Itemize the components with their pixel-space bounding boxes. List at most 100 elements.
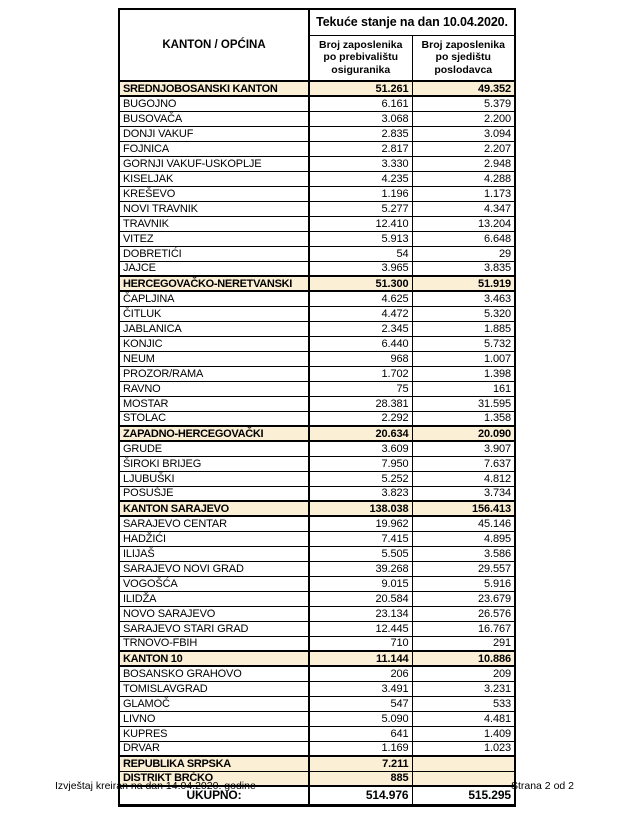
table-row: MOSTAR 28.381 31.595 — [118, 395, 517, 412]
cell-value-residence: 1.169 — [308, 740, 413, 757]
cell-name: KUPRES — [118, 725, 310, 742]
cell-value-employer — [411, 755, 517, 772]
cell-value-employer: 5.732 — [411, 335, 517, 352]
table-row: PROZOR/RAMA 1.702 1.398 — [118, 365, 517, 382]
header-kanton-opcina: KANTON / OPĆINA — [118, 8, 310, 82]
table-header: KANTON / OPĆINA Tekuće stanje na dan 10.… — [118, 8, 517, 82]
table-row: SARAJEVO NOVI GRAD 39.268 29.557 — [118, 560, 517, 577]
table-row-region: KANTON SARAJEVO 138.038 156.413 — [118, 500, 517, 517]
cell-value-employer: 23.679 — [411, 590, 517, 607]
cell-name: POSUŠJE — [118, 485, 310, 502]
table-row: NOVI TRAVNIK 5.277 4.347 — [118, 200, 517, 217]
cell-name: VITEZ — [118, 230, 310, 247]
cell-value-residence: 2.835 — [308, 125, 413, 142]
table-row: FOJNICA 2.817 2.207 — [118, 140, 517, 157]
cell-name: NOVI TRAVNIK — [118, 200, 310, 217]
table-row: ILIJAŠ 5.505 3.586 — [118, 545, 517, 562]
cell-value-residence: 12.410 — [308, 215, 413, 232]
cell-name: HERCEGOVAČKO-NERETVANSKI — [118, 275, 310, 292]
cell-value-employer: 7.637 — [411, 455, 517, 472]
table-row: NOVO SARAJEVO 23.134 26.576 — [118, 605, 517, 622]
table-row: KREŠEVO 1.196 1.173 — [118, 185, 517, 202]
cell-name: KISELJAK — [118, 170, 310, 187]
table-row: SARAJEVO CENTAR 19.962 45.146 — [118, 515, 517, 532]
cell-value-employer: 1.885 — [411, 320, 517, 337]
cell-name: BUSOVAČA — [118, 110, 310, 127]
cell-value-residence: 7.211 — [308, 755, 413, 772]
cell-value-residence: 1.702 — [308, 365, 413, 382]
header-row-subcolumns: Broj zaposlenika po prebivalištu osigura… — [119, 34, 517, 82]
table-row: TRAVNIK 12.410 13.204 — [118, 215, 517, 232]
cell-value-residence: 968 — [308, 350, 413, 367]
cell-value-residence: 5.913 — [308, 230, 413, 247]
table-row-region: REPUBLIKA SRPSKA 7.211 — [118, 755, 517, 772]
header-value-column-1-line3: osiguranika — [331, 63, 391, 76]
cell-name: ČAPLJINA — [118, 290, 310, 307]
table-body: SREDNJOBOSANSKI KANTON 51.261 49.352 BUGOJN… — [118, 80, 517, 807]
cell-name: RAVNO — [118, 380, 310, 397]
cell-value-residence: 4.472 — [308, 305, 413, 322]
cell-name: NOVO SARAJEVO — [118, 605, 310, 622]
cell-value-employer: 5.320 — [411, 305, 517, 322]
cell-name: ILIDŽA — [118, 590, 310, 607]
table-row-total: UKUPNO: 514.976 515.295 — [118, 785, 517, 807]
table-row-region: DISTRIKT BRČKO 885 — [118, 770, 517, 787]
cell-value-employer: 10.886 — [411, 650, 517, 667]
cell-name: ŠIROKI BRIJEG — [118, 455, 310, 472]
table-row: BUGOJNO 6.161 5.379 — [118, 95, 517, 112]
table-row-region: KANTON 10 11.144 10.886 — [118, 650, 517, 667]
cell-value-residence: 51.300 — [308, 275, 413, 292]
cell-value-residence: 11.144 — [308, 650, 413, 667]
header-period-title: Tekuće stanje na dan 10.04.2020. — [308, 8, 517, 36]
cell-value-residence: 3.491 — [308, 680, 413, 697]
table-row: JABLANICA 2.345 1.885 — [118, 320, 517, 337]
cell-value-residence: 19.962 — [308, 515, 413, 532]
cell-value-residence: 5.252 — [308, 470, 413, 487]
cell-value-employer: 1.173 — [411, 185, 517, 202]
cell-value-residence: 6.161 — [308, 95, 413, 112]
cell-value-residence: 20.634 — [308, 425, 413, 442]
cell-value-employer: 49.352 — [411, 80, 517, 97]
table-row: GORNJI VAKUF-USKOPLJE 3.330 2.948 — [118, 155, 517, 172]
table-row: STOLAC 2.292 1.358 — [118, 410, 517, 427]
cell-name: ILIJAŠ — [118, 545, 310, 562]
cell-name: FOJNICA — [118, 140, 310, 157]
cell-value-residence: 641 — [308, 725, 413, 742]
cell-name: LIVNO — [118, 710, 310, 727]
cell-value-employer: 4.895 — [411, 530, 517, 547]
cell-value-employer: 3.463 — [411, 290, 517, 307]
cell-name: MOSTAR — [118, 395, 310, 412]
cell-value-residence: 51.261 — [308, 80, 413, 97]
table-row: HADŽIĆI 7.415 4.895 — [118, 530, 517, 547]
cell-value-residence: 514.976 — [308, 785, 413, 807]
table-row: ILIDŽA 20.584 23.679 — [118, 590, 517, 607]
cell-value-residence: 20.584 — [308, 590, 413, 607]
header-value-column-2-line2: po sjedištu — [435, 51, 491, 63]
cell-value-residence: 138.038 — [308, 500, 413, 517]
cell-value-residence: 75 — [308, 380, 413, 397]
header-value-column-2: Broj zaposlenika po sjedištu poslodavca — [411, 34, 517, 82]
table-row: TOMISLAVGRAD 3.491 3.231 — [118, 680, 517, 697]
cell-value-employer: 209 — [411, 665, 517, 682]
cell-value-residence: 4.625 — [308, 290, 413, 307]
cell-name: VOGOŠĆA — [118, 575, 310, 592]
cell-value-employer: 1.398 — [411, 365, 517, 382]
cell-value-employer: 161 — [411, 380, 517, 397]
cell-value-residence: 28.381 — [308, 395, 413, 412]
cell-value-employer: 29.557 — [411, 560, 517, 577]
table-row: GLAMOČ 547 533 — [118, 695, 517, 712]
table-row: GRUDE 3.609 3.907 — [118, 440, 517, 457]
cell-value-employer: 13.204 — [411, 215, 517, 232]
cell-value-employer: 2.207 — [411, 140, 517, 157]
cell-name: UKUPNO: — [118, 785, 310, 807]
cell-name: GRUDE — [118, 440, 310, 457]
cell-name: TRNOVO-FBIH — [118, 635, 310, 652]
cell-value-employer — [411, 770, 517, 787]
table-row: NEUM 968 1.007 — [118, 350, 517, 367]
table-row: BOSANSKO GRAHOVO 206 209 — [118, 665, 517, 682]
cell-value-residence: 12.445 — [308, 620, 413, 637]
table-row: ČAPLJINA 4.625 3.463 — [118, 290, 517, 307]
cell-value-employer: 1.023 — [411, 740, 517, 757]
cell-value-employer: 4.812 — [411, 470, 517, 487]
cell-value-employer: 16.767 — [411, 620, 517, 637]
